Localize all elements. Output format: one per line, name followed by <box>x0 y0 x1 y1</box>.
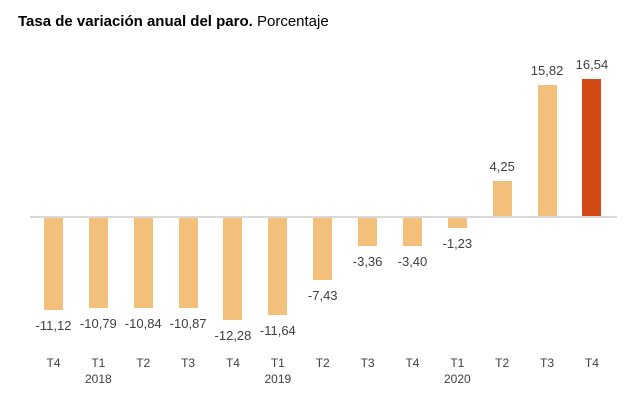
x-tick-label: T1 <box>91 356 106 370</box>
bar-value-label: -11,12 <box>35 318 72 334</box>
x-tick-label: T1 <box>450 356 465 370</box>
bar-T3-7 <box>358 218 378 246</box>
x-tick-label: T3 <box>181 356 196 370</box>
bar-T4-4 <box>223 218 243 320</box>
bar-value-label: -11,64 <box>259 322 296 338</box>
x-tick-label: T3 <box>360 356 375 370</box>
chart-title-subtitle: Porcentaje <box>256 13 329 30</box>
x-tick-label: T3 <box>540 356 555 370</box>
bar-value-label: 16,54 <box>575 56 609 72</box>
chart-title-bold: Tasa de variación anual del paro. <box>18 13 253 30</box>
bar-T1-2018-1 <box>88 218 108 308</box>
bar-T3-3 <box>178 218 198 309</box>
x-tick-year-label: 2019 <box>264 372 292 386</box>
bar-value-label: -1,23 <box>442 236 473 252</box>
bar-T4-12 <box>582 78 602 216</box>
bar-value-label: -3,36 <box>352 253 383 269</box>
bar-value-label: -10,79 <box>79 315 117 331</box>
bar-T2-10 <box>492 180 512 216</box>
x-tick-year-label: 2018 <box>85 372 112 386</box>
x-tick-year-label: 2020 <box>443 372 471 386</box>
bar-T1-2019-5 <box>268 218 288 315</box>
x-tick-label: T4 <box>46 356 61 370</box>
x-tick-label: T1 <box>270 356 285 370</box>
bar-T2-2 <box>133 218 153 308</box>
bar-value-label: -7,43 <box>307 287 338 303</box>
x-tick-label: T4 <box>225 356 240 370</box>
bar-value-label: -10,87 <box>169 316 207 332</box>
bar-T4-0 <box>44 218 63 311</box>
bar-value-label: -10,84 <box>124 315 162 331</box>
x-tick-label: T4 <box>405 356 420 370</box>
x-axis-line <box>30 216 617 218</box>
bar-T4-8 <box>402 218 422 247</box>
bar-value-label: 15,82 <box>530 62 564 78</box>
chart-title: Tasa de variación anual del paro. Porcen… <box>18 12 329 32</box>
bar-value-label: 4,25 <box>489 158 515 174</box>
x-tick-label: T4 <box>584 356 599 370</box>
bar-T2-6 <box>313 218 333 280</box>
bar-value-label: -3,40 <box>397 254 428 270</box>
bar-value-label: -12,28 <box>214 327 252 343</box>
x-tick-label: T2 <box>495 356 510 370</box>
x-tick-label: T2 <box>315 356 330 370</box>
bar-T3-11 <box>537 84 557 216</box>
bar-T1-2020-9 <box>447 218 467 229</box>
x-tick-label: T2 <box>136 356 151 370</box>
